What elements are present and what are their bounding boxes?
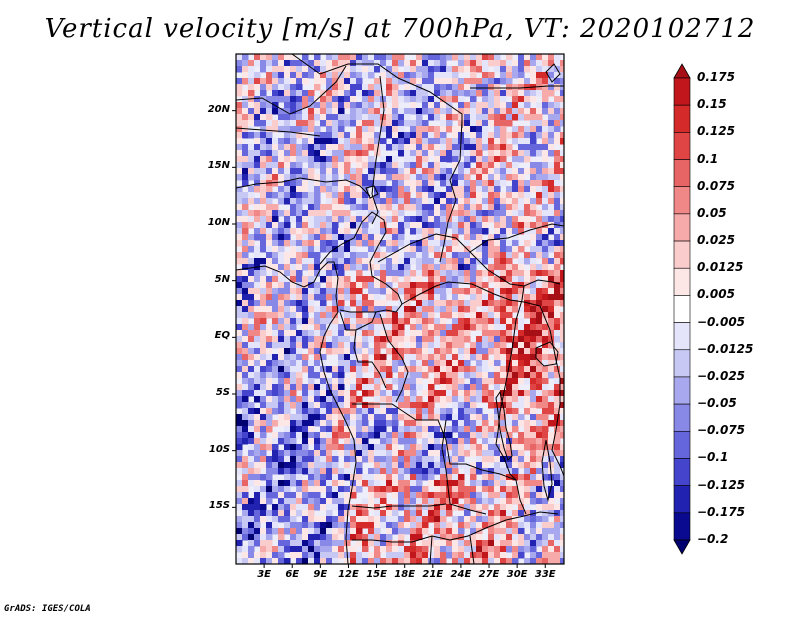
border-nigeria-cameroon (319, 211, 403, 313)
border-tanzania (539, 305, 564, 477)
latitude-ticks (232, 110, 236, 508)
colorbar-swatch (673, 132, 691, 160)
colorbar-label: −0.1 (697, 450, 729, 465)
border-north-1 (291, 54, 463, 128)
lon-label: 18E (394, 569, 416, 580)
lat-label: 10S (208, 443, 230, 455)
colorbar-label: −0.0125 (697, 341, 754, 356)
border-car (377, 233, 561, 287)
lake-chad (365, 185, 379, 199)
lat-label: EQ (214, 330, 230, 342)
colorbar-label: −0.025 (697, 368, 746, 383)
map-title: Vertical velocity [m/s] at 700hPa, VT: 2… (44, 14, 756, 44)
colorbar-label: 0.05 (697, 205, 727, 220)
colorbar-label: −0.075 (697, 423, 746, 438)
colorbar-label: 0.075 (697, 178, 735, 193)
colorbar-swatch (673, 213, 691, 242)
lat-label: 15S (208, 500, 230, 512)
colorbar-label: 0.1 (697, 151, 719, 166)
lake-victoria (535, 341, 559, 367)
border-namibia-botswana (429, 535, 475, 564)
lon-label: 30E (506, 569, 528, 580)
lat-label: 5N (214, 273, 230, 285)
colorbar-swatch (673, 458, 691, 486)
colorbar-swatch (673, 77, 691, 106)
border-chad-sudan (439, 119, 463, 263)
lon-label: 15E (366, 569, 387, 580)
border-gabon-congo (339, 311, 387, 389)
lon-label: 9E (313, 569, 328, 580)
border-drc-angola (352, 403, 517, 481)
border-zambia-south (352, 511, 559, 543)
lon-label: 6E (285, 569, 300, 580)
lon-label: 3E (257, 569, 271, 580)
lon-label: 33E (534, 569, 556, 580)
border-libya-egypt (371, 75, 385, 225)
lon-label: 12E (338, 569, 359, 580)
border-sahara (236, 127, 321, 137)
lat-label: 5S (215, 387, 230, 398)
colorbar-swatch (673, 512, 691, 541)
colorbar-swatch (673, 403, 691, 432)
coastline-west (236, 261, 357, 564)
lat-label: 20N (207, 103, 230, 115)
colorbar (673, 63, 691, 555)
colorbar-label: 0.0125 (697, 260, 744, 275)
colorbar-label: −0.05 (697, 396, 737, 411)
map-frame (235, 53, 565, 565)
grads-credit: GrADS: IGES/COLA (4, 604, 91, 614)
velocity-field (236, 54, 564, 564)
country-borders (236, 54, 564, 564)
border-ne-corner (470, 85, 564, 89)
border-drc-north (401, 281, 541, 307)
border-north-2 (236, 65, 347, 115)
colorbar-swatch (673, 104, 691, 133)
longitude-ticks (263, 564, 546, 568)
lat-label: 15N (207, 160, 230, 172)
colorbar-swatch (673, 322, 691, 351)
colorbar-label: 0.005 (697, 287, 735, 302)
colorbar-label: −0.125 (697, 477, 746, 492)
border-niger-nigeria (236, 177, 371, 197)
colorbar-swatch (673, 485, 691, 514)
colorbar-label: 0.125 (697, 124, 735, 139)
colorbar-swatch (673, 295, 691, 323)
colorbar-label: −0.175 (697, 504, 746, 519)
colorbar-swatch (673, 240, 691, 269)
lon-label: 21E (422, 569, 444, 580)
colorbar-label: −0.2 (697, 532, 729, 546)
lon-label: 27E (478, 569, 500, 580)
colorbar-label: 0.175 (697, 70, 735, 84)
colorbar-swatch (673, 159, 691, 188)
border-congo-drc (379, 313, 409, 403)
colorbar-label: 0.15 (697, 97, 727, 112)
lake-malawi (541, 439, 553, 502)
colorbar-label: −0.005 (697, 314, 746, 329)
border-sudan-south (469, 223, 564, 253)
colorbar-swatch (673, 267, 691, 296)
colorbar-bottom-arrow (673, 539, 691, 555)
lat-label: 10N (207, 217, 230, 228)
border-angola-zambia (351, 419, 487, 515)
border-eritrea (545, 63, 561, 83)
lon-label: 24E (450, 569, 472, 580)
colorbar-swatch (673, 349, 691, 378)
colorbar-swatch (673, 376, 691, 405)
colorbar-label: 0.025 (697, 233, 735, 248)
colorbar-swatch (673, 186, 691, 215)
colorbar-top-arrow (673, 63, 691, 79)
lake-tanganyika (495, 390, 513, 461)
colorbar-swatch (673, 430, 691, 459)
